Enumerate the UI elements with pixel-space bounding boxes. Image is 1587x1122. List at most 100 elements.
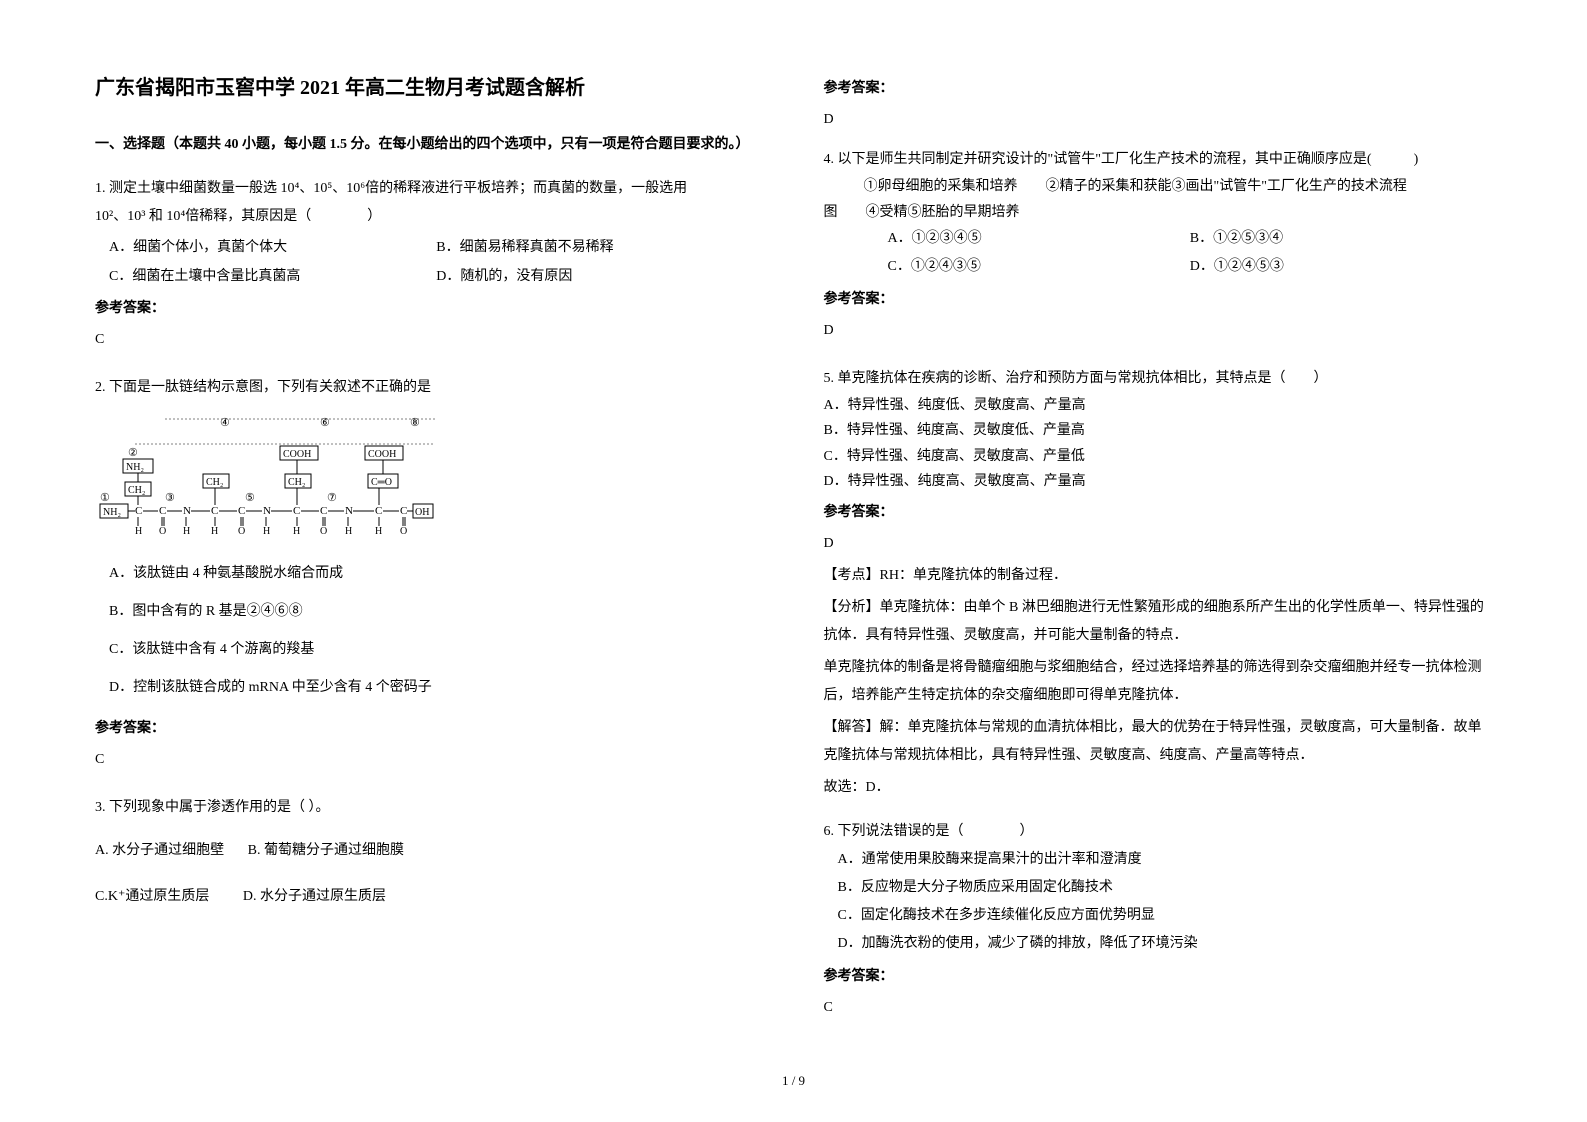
svg-text:C: C (293, 505, 300, 517)
svg-text:H: H (345, 526, 352, 537)
q3-answer: D (824, 107, 1493, 132)
q2-opt-d: D．控制该肽链合成的 mRNA 中至少含有 4 个密码子 (95, 674, 764, 702)
svg-text:C: C (211, 505, 218, 517)
q1-text-line1: 1. 测定土壤中细菌数量一般选 10⁴、10⁵、10⁶倍的稀释液进行平板培养；而… (95, 175, 764, 203)
q4-line2: 图 ④受精⑤胚胎的早期培养 (824, 200, 1493, 225)
q1-opt-d: D．随机的，没有原因 (436, 264, 763, 289)
svg-text:④: ④ (220, 417, 230, 429)
question-6: 6. 下列说法错误的是（ ） A．通常使用果胶酶来提高果汁的出汁率和澄清度 B．… (824, 818, 1493, 1026)
q4-opt-b: B．①②⑤③④ (1190, 225, 1492, 253)
svg-text:O: O (400, 526, 407, 537)
svg-text:COOH: COOH (368, 449, 396, 460)
q6-opt-b: B．反应物是大分子物质应采用固定化酶技术 (824, 874, 1493, 902)
left-column: 广东省揭阳市玉窖中学 2021 年高二生物月考试题含解析 一、选择题（本题共 4… (95, 70, 764, 1092)
q5-jieda1: 解：单克隆抗体与常规的血清抗体相比，最大的优势在于特异性强，灵敏度高，可大量制备… (824, 720, 1482, 763)
question-1: 1. 测定土壤中细菌数量一般选 10⁴、10⁵、10⁶倍的稀释液进行平板培养；而… (95, 175, 764, 358)
question-4: 4. 以下是师生共同制定并研究设计的"试管牛"工厂化生产技术的流程，其中正确顺序… (824, 146, 1493, 349)
svg-text:C═O: C═O (371, 477, 392, 488)
section-header: 一、选择题（本题共 40 小题，每小题 1.5 分。在每小题给出的四个选项中，只… (95, 132, 764, 157)
svg-text:H: H (293, 526, 300, 537)
q5-opt-d: D．特异性强、纯度高、灵敏度高、产量高 (824, 469, 1493, 494)
svg-text:②: ② (128, 447, 138, 459)
svg-text:⑦: ⑦ (327, 492, 337, 504)
q3-text: 3. 下列现象中属于渗透作用的是（ ）。 (95, 794, 764, 822)
q5-answer: D (824, 531, 1493, 556)
right-column: 参考答案： D 4. 以下是师生共同制定并研究设计的"试管牛"工厂化生产技术的流… (824, 70, 1493, 1092)
q4-opt-c: C．①②④③⑤ (888, 253, 1190, 281)
q2-answer-label: 参考答案： (95, 716, 764, 741)
page-footer: 1 / 9 (782, 1069, 805, 1092)
svg-text:NH₂: NH₂ (103, 507, 121, 518)
q3-opt-a: A. 水分子通过细胞壁 (95, 843, 224, 858)
svg-text:①: ① (100, 492, 110, 504)
svg-text:⑧: ⑧ (410, 417, 420, 429)
q1-opt-b: B．细菌易稀释真菌不易稀释 (436, 235, 763, 260)
svg-text:H: H (183, 526, 190, 537)
q3-opt-b: B. 葡萄糖分子通过细胞膜 (248, 843, 404, 858)
svg-text:O: O (320, 526, 327, 537)
q5-text: 5. 单克隆抗体在疾病的诊断、治疗和预防方面与常规抗体相比，其特点是（ ） (824, 365, 1493, 393)
q2-opt-c: C．该肽链中含有 4 个游离的羧基 (95, 636, 764, 664)
peptide-diagram: ② ④ ⑥ ⑧ ① ③ ⑤ ⑦ NH₂ CH₂ NH₂ CH₂ (95, 414, 435, 544)
svg-text:C: C (375, 505, 382, 517)
q2-text: 2. 下面是一肽链结构示意图，下列有关叙述不正确的是 (95, 374, 764, 402)
q5-opt-a: A．特异性强、纯度低、灵敏度高、产量高 (824, 393, 1493, 418)
q5-answer-label: 参考答案： (824, 500, 1493, 525)
q5-fenxi1: 单克隆抗体：由单个 B 淋巴细胞进行无性繁殖形成的细胞系所产生出的化学性质单一、… (824, 600, 1484, 643)
svg-text:C: C (135, 505, 142, 517)
svg-text:O: O (238, 526, 245, 537)
question-2: 2. 下面是一肽链结构示意图，下列有关叙述不正确的是 ② ④ ⑥ ⑧ ① ③ ⑤… (95, 374, 764, 778)
q5-jieda-label: 【解答】 (824, 720, 880, 735)
q4-opt-a: A．①②③④⑤ (888, 225, 1190, 253)
q3-answer-label: 参考答案： (824, 76, 1493, 101)
q4-line1: ①卵母细胞的采集和培养 ②精子的采集和获能③画出"试管牛"工厂化生产的技术流程 (824, 174, 1493, 199)
q5-kaodian-label: 【考点】 (824, 568, 880, 583)
svg-text:C: C (159, 505, 166, 517)
q1-opt-a: A．细菌个体小，真菌个体大 (109, 235, 436, 260)
q5-kaodian: RH：单克隆抗体的制备过程． (880, 568, 1067, 583)
svg-text:N: N (345, 505, 353, 517)
svg-text:O: O (159, 526, 166, 537)
svg-text:OH: OH (415, 507, 429, 518)
q4-answer: D (824, 318, 1493, 343)
q2-opt-a: A．该肽链由 4 种氨基酸脱水缩合而成 (95, 560, 764, 588)
q6-opt-c: C．固定化酶技术在多步连续催化反应方面优势明显 (824, 902, 1493, 930)
svg-text:⑥: ⑥ (320, 417, 330, 429)
q5-opt-c: C．特异性强、纯度高、灵敏度高、产量低 (824, 444, 1493, 469)
q2-answer: C (95, 747, 764, 772)
q6-opt-a: A．通常使用果胶酶来提高果汁的出汁率和澄清度 (824, 846, 1493, 874)
question-5: 5. 单克隆抗体在疾病的诊断、治疗和预防方面与常规抗体相比，其特点是（ ） A．… (824, 365, 1493, 802)
svg-text:H: H (211, 526, 218, 537)
question-3: 3. 下列现象中属于渗透作用的是（ ）。 A. 水分子通过细胞壁 B. 葡萄糖分… (95, 794, 764, 908)
svg-text:H: H (263, 526, 270, 537)
svg-text:N: N (263, 505, 271, 517)
q5-opt-b: B．特异性强、纯度高、灵敏度低、产量高 (824, 418, 1493, 443)
svg-text:CH₂: CH₂ (288, 477, 305, 488)
svg-text:C: C (238, 505, 245, 517)
svg-text:⑤: ⑤ (245, 492, 255, 504)
q6-answer-label: 参考答案： (824, 964, 1493, 989)
svg-text:CH₂: CH₂ (128, 485, 145, 496)
q4-opt-d: D．①②④⑤③ (1190, 253, 1492, 281)
q1-opt-c: C．细菌在土壤中含量比真菌高 (109, 264, 436, 289)
svg-text:COOH: COOH (283, 449, 311, 460)
q1-answer: C (95, 327, 764, 352)
q3-opt-c: C.K⁺通过原生质层 (95, 889, 209, 904)
svg-text:NH₂: NH₂ (126, 462, 144, 473)
svg-text:③: ③ (165, 492, 175, 504)
svg-text:C: C (400, 505, 407, 517)
q5-jieda2: 故选：D． (824, 774, 1493, 802)
svg-text:CH₂: CH₂ (206, 477, 223, 488)
page-title: 广东省揭阳市玉窖中学 2021 年高二生物月考试题含解析 (95, 70, 764, 106)
q5-fenxi2: 单克隆抗体的制备是将骨髓瘤细胞与浆细胞结合，经过选择培养基的筛选得到杂交瘤细胞并… (824, 654, 1493, 710)
q5-fenxi-label: 【分析】 (824, 600, 880, 615)
q4-text: 4. 以下是师生共同制定并研究设计的"试管牛"工厂化生产技术的流程，其中正确顺序… (824, 146, 1493, 174)
q1-text-line2: 10²、10³ 和 10⁴倍稀释，其原因是（ ） (95, 203, 764, 231)
svg-text:H: H (375, 526, 382, 537)
svg-text:C: C (320, 505, 327, 517)
q4-answer-label: 参考答案： (824, 287, 1493, 312)
q6-text: 6. 下列说法错误的是（ ） (824, 818, 1493, 846)
q3-opt-d: D. 水分子通过原生质层 (243, 889, 386, 904)
svg-text:N: N (183, 505, 191, 517)
svg-text:H: H (135, 526, 142, 537)
